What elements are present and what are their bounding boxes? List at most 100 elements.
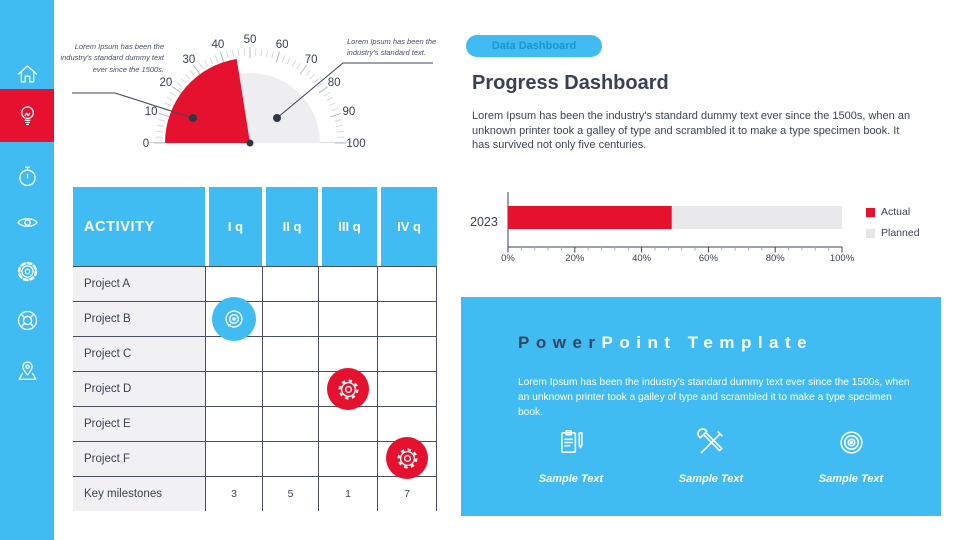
cell xyxy=(262,372,318,406)
actual-bar xyxy=(508,206,672,229)
milestone-marker-project-b xyxy=(212,297,256,341)
page-description: Lorem Ipsum has been the industry's stan… xyxy=(472,110,911,152)
milestone-count: 3 xyxy=(205,477,262,511)
gauge-dot-filled xyxy=(189,114,197,122)
column-header-activity: ACTIVITY xyxy=(73,187,205,266)
svg-text:60: 60 xyxy=(276,39,289,51)
table-header-row: ACTIVITY I q II q III q IV q xyxy=(73,187,437,266)
sidebar-item-settings[interactable] xyxy=(0,245,54,297)
cell xyxy=(377,267,437,301)
gauge-chart: 0 10 20 30 40 50 60 70 80 90 100 Lorem I… xyxy=(60,30,460,165)
map-pin-icon xyxy=(17,360,37,380)
svg-text:60%: 60% xyxy=(699,253,719,264)
cell xyxy=(205,267,262,301)
panel-item-notes: Sample Text xyxy=(501,427,641,485)
svg-text:80: 80 xyxy=(328,77,341,89)
cell xyxy=(262,337,318,371)
sidebar-item-view[interactable] xyxy=(0,196,54,248)
panel-title-secondary: Point Template xyxy=(601,333,814,352)
planned-swatch xyxy=(866,228,875,238)
column-header-q2: II q xyxy=(262,187,318,266)
gauge-tick-labels: 0 10 20 30 40 50 60 70 80 90 100 xyxy=(143,34,366,150)
svg-text:70: 70 xyxy=(305,54,318,66)
milestone-marker-project-f xyxy=(386,437,428,479)
annotation-right-connector xyxy=(276,62,433,119)
cell xyxy=(318,442,377,476)
cell xyxy=(318,267,377,301)
target-icon xyxy=(839,431,863,454)
svg-text:40%: 40% xyxy=(632,253,652,264)
gauge-annotation-right: Lorem Ipsum has been the industry's stan… xyxy=(347,37,437,58)
cell xyxy=(318,337,377,371)
sidebar-item-timer[interactable] xyxy=(0,150,54,202)
row-label: Project C xyxy=(73,337,205,371)
cell xyxy=(377,337,437,371)
gear-icon xyxy=(397,448,417,468)
panel-item-tools: Sample Text xyxy=(641,427,781,485)
chart-legend: Actual Planned xyxy=(866,206,920,248)
gauge-annotation-left: Lorem Ipsum has been the industry's stan… xyxy=(60,42,164,74)
data-dashboard-badge[interactable]: Data Dashboard xyxy=(466,35,602,57)
gear-icon xyxy=(338,379,358,399)
cell xyxy=(377,302,437,336)
clipboard-pen-icon xyxy=(560,430,583,453)
svg-text:0: 0 xyxy=(143,138,149,150)
row-label: Project D xyxy=(73,372,205,406)
cell xyxy=(377,407,437,441)
milestones-row: Key milestones 3 5 1 7 xyxy=(73,476,437,511)
milestone-count: 1 xyxy=(318,477,377,511)
lifebuoy-icon xyxy=(17,310,37,330)
table-row: Project F xyxy=(73,441,437,476)
svg-text:100%: 100% xyxy=(830,253,855,264)
sidebar-item-location[interactable] xyxy=(0,344,54,396)
activity-table: ACTIVITY I q II q III q IV q Project A P… xyxy=(73,187,437,511)
actual-swatch xyxy=(866,207,875,217)
tools-icon xyxy=(696,428,723,454)
sidebar xyxy=(0,0,54,540)
gauge-ticks xyxy=(154,47,346,144)
sidebar-item-home[interactable] xyxy=(0,48,54,100)
target-icon xyxy=(225,310,243,328)
cell xyxy=(262,407,318,441)
legend-label: Planned xyxy=(881,227,920,239)
cell xyxy=(205,372,262,406)
sidebar-item-ideas[interactable] xyxy=(0,89,54,142)
column-header-q1: I q xyxy=(205,187,262,266)
panel-description: Lorem Ipsum has been the industry's stan… xyxy=(518,377,910,418)
cell xyxy=(262,442,318,476)
panel-title: PowerPoint Template xyxy=(518,333,813,353)
stopwatch-icon xyxy=(18,166,36,186)
milestone-marker-project-d xyxy=(327,368,369,410)
category-label: 2023 xyxy=(470,215,498,229)
svg-text:80%: 80% xyxy=(766,253,786,264)
lightbulb-icon xyxy=(20,106,34,126)
svg-text:20: 20 xyxy=(160,77,173,89)
panel-item-target: Sample Text xyxy=(781,427,921,485)
x-axis-ticks xyxy=(507,247,843,253)
svg-text:100: 100 xyxy=(346,138,365,150)
row-label: Key milestones xyxy=(73,477,205,511)
legend-item-actual: Actual xyxy=(866,206,920,218)
svg-text:20%: 20% xyxy=(565,253,585,264)
row-label: Project B xyxy=(73,302,205,336)
table-row: Project E xyxy=(73,406,437,441)
cell xyxy=(377,372,437,406)
legend-label: Actual xyxy=(881,206,911,218)
svg-text:50: 50 xyxy=(244,34,257,46)
column-header-q4: IV q xyxy=(377,187,437,266)
row-label: Project A xyxy=(73,267,205,301)
svg-text:90: 90 xyxy=(343,106,356,118)
table-row: Project D xyxy=(73,371,437,406)
gear-icon xyxy=(17,261,37,281)
cell xyxy=(205,442,262,476)
milestone-count: 5 xyxy=(262,477,318,511)
sidebar-item-support[interactable] xyxy=(0,294,54,346)
gauge-filled-wedge xyxy=(164,59,250,143)
table-row: Project A xyxy=(73,266,437,301)
eye-icon xyxy=(16,217,38,227)
page-title: Progress Dashboard xyxy=(472,72,669,94)
cell xyxy=(205,337,262,371)
panel-item-label: Sample Text xyxy=(538,473,604,485)
template-panel: PowerPoint Template Lorem Ipsum has been… xyxy=(461,297,941,516)
